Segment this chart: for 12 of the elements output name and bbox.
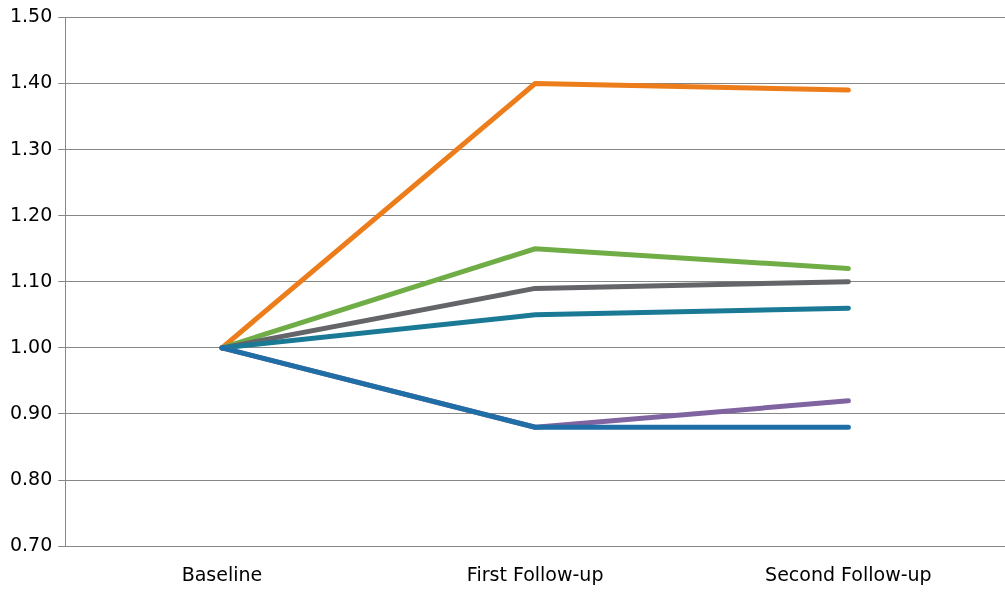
y-tick-label: 1.30: [9, 136, 53, 159]
y-tick-label: 1.40: [9, 70, 53, 93]
y-tick-label: 1.20: [9, 202, 53, 225]
x-tick-label: Baseline: [181, 562, 263, 585]
y-tick-label: 0.90: [9, 400, 53, 423]
y-tick-label: 1.00: [9, 334, 53, 357]
y-tick-label: 1.50: [9, 4, 53, 27]
y-tick-label: 0.80: [9, 467, 53, 490]
y-tick-label: 0.70: [9, 533, 53, 556]
y-tick-label: 1.10: [9, 268, 53, 291]
x-tick-label: Second Follow-up: [765, 562, 932, 585]
x-tick-label: First Follow-up: [466, 562, 604, 585]
